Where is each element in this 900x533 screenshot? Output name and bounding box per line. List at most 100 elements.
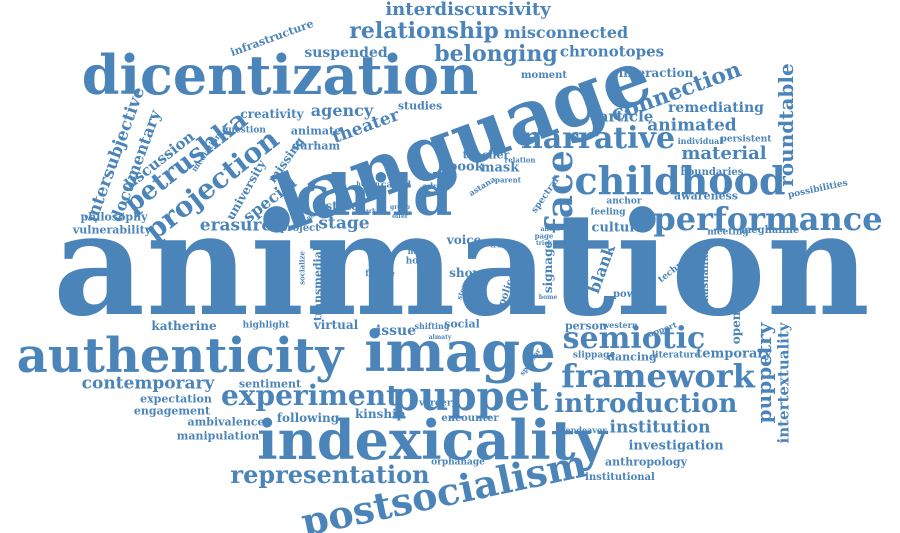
word-human: human — [356, 181, 380, 188]
word-page: page — [534, 231, 554, 241]
word-durham: durham — [291, 139, 341, 153]
word-slippage: slippage — [572, 350, 616, 361]
word-question: question — [222, 125, 266, 136]
word-stories: stories — [428, 307, 452, 314]
word-semiotic: semiotic — [562, 321, 706, 356]
word-interaction: interaction — [618, 66, 694, 80]
word-linguistic: linguistic — [278, 261, 289, 309]
word-orphanage: orphanage — [431, 457, 485, 468]
word-offer: offer — [392, 213, 408, 220]
word-roundtable: roundtable — [774, 63, 798, 187]
word-verdery: verdery — [419, 398, 457, 409]
word-book: book — [448, 159, 484, 175]
word-voice: voice — [446, 233, 482, 247]
word-power: power — [613, 289, 647, 300]
word-contemporary: contemporary — [81, 373, 215, 394]
word-ambivalence: ambivalence — [187, 415, 265, 429]
word-transmedial: transmedial — [311, 246, 325, 322]
word-institution: institution — [609, 417, 711, 438]
word-show: show — [449, 266, 483, 280]
word-child: child — [295, 163, 453, 229]
word-project: project — [280, 223, 320, 234]
word-home: home — [538, 294, 558, 301]
word-teacher: teacher — [462, 148, 510, 162]
word-animation: animation — [53, 182, 871, 348]
word-image: image — [364, 319, 556, 385]
word-group: group — [390, 204, 410, 211]
word-material: material — [681, 143, 767, 164]
word-kinship: kinship — [354, 407, 406, 421]
word-indexicality: indexicality — [257, 408, 607, 472]
word-animate: animate — [290, 124, 342, 138]
word-almaty: almaty — [428, 334, 452, 341]
word-western: western — [602, 320, 638, 330]
word-truth: truth — [489, 240, 511, 250]
word-childhood: childhood — [574, 158, 786, 203]
word-animated: animated — [647, 115, 737, 136]
word-philosophy: philosophy — [80, 210, 148, 224]
word-social: social — [444, 317, 480, 331]
word-called: called — [380, 180, 412, 191]
word-opening: opening — [729, 289, 743, 345]
word-institutional: institutional — [585, 472, 655, 483]
word-literature: literature — [651, 350, 701, 361]
word-expectation: expectation — [140, 392, 212, 406]
word-studies: studies — [397, 99, 443, 113]
word-dancing: dancing — [607, 350, 657, 364]
word-intertextuality: intertextuality — [774, 322, 793, 444]
word-framework: framework — [561, 357, 755, 395]
word-engagement: engagement — [133, 404, 211, 418]
word-anthropology: anthropology — [605, 455, 687, 469]
word-issue: issue — [375, 323, 417, 339]
word-misconnected: misconnected — [503, 23, 629, 42]
word-creativity: creativity — [240, 107, 304, 121]
word-agency: agency — [310, 101, 374, 120]
word-meghanne: meghanne — [740, 225, 800, 236]
word-barker: barker — [360, 208, 384, 215]
word-interdiscursivity: interdiscursivity — [385, 0, 551, 20]
word-virtual: virtual — [313, 318, 359, 332]
word-awareness: awareness — [674, 189, 738, 203]
word-performance: performance — [653, 200, 883, 238]
word-house: house — [430, 255, 441, 285]
word-representation: representation — [230, 460, 430, 489]
word-affect: affect — [540, 226, 560, 233]
word-endeavor: endeavor — [565, 425, 607, 435]
word-moment: moment — [520, 70, 568, 81]
word-introduction: introduction — [554, 389, 738, 419]
word-kashanka: kashanka — [700, 248, 711, 302]
word-experiment: experiment — [220, 379, 400, 412]
word-shifting: shifting — [414, 321, 450, 331]
word-persistent: persistent — [720, 134, 772, 145]
word-individual: individual — [677, 136, 723, 146]
word-anchor: anchor — [606, 196, 642, 207]
word-article: article — [598, 107, 654, 126]
word-suspended: suspended — [304, 45, 388, 61]
word-trick: trick — [535, 240, 553, 247]
word-culture: culture — [591, 220, 645, 236]
word-boundaries: boundaries — [680, 167, 744, 178]
word-erasure: erasure — [199, 215, 273, 236]
word-relation: relation — [504, 155, 536, 165]
word-signage: signage — [541, 240, 555, 294]
word-mask: mask — [480, 160, 520, 176]
word-investigation: investigation — [628, 438, 724, 454]
word-puppetry: puppetry — [752, 322, 776, 424]
word-authenticity: authenticity — [16, 328, 344, 384]
word-remediating: remediating — [668, 100, 764, 116]
word-dicentization: dicentization — [81, 43, 479, 107]
word-narrative: narrative — [520, 121, 676, 156]
word-state: state — [325, 199, 359, 213]
word-sign: sign — [509, 254, 531, 265]
word-feeling: feeling — [590, 207, 626, 218]
word-manipulation: manipulation — [176, 429, 260, 443]
word-relationship: relationship — [349, 18, 499, 44]
word-belonging: belonging — [434, 41, 558, 67]
word-following: following — [276, 411, 340, 425]
word-socialize: socialize — [297, 251, 307, 285]
word-temporary: temporary — [696, 346, 772, 362]
word-parent: parent — [495, 175, 521, 185]
word-sentiment: sentiment — [238, 377, 302, 391]
word-hope: hope — [405, 256, 431, 267]
